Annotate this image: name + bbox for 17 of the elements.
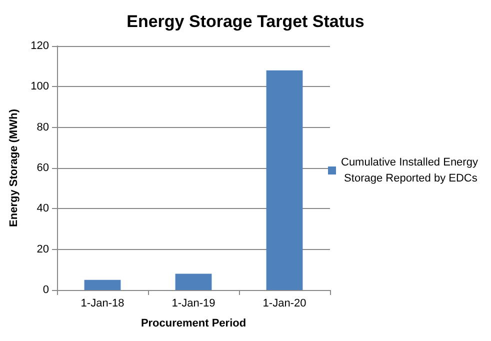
x-tick-label: 1-Jan-19 — [172, 298, 216, 310]
y-tick-label: 40 — [36, 202, 49, 215]
bar — [266, 70, 303, 290]
y-tick-label: 60 — [36, 162, 49, 174]
y-tick-label: 20 — [36, 243, 49, 256]
legend-label: Cumulative Installed Energy Storage Reported by EDCs — [341, 156, 478, 184]
chart-title: Energy Storage Target Status — [126, 12, 364, 31]
y-tick-label: 100 — [30, 80, 49, 93]
x-tick-label: 1-Jan-20 — [262, 298, 306, 310]
x-axis-title: Procurement Period — [140, 318, 246, 330]
y-tick-label: 120 — [30, 40, 49, 52]
y-tick-label: 0 — [42, 284, 49, 296]
y-axis-title: Energy Storage (MWh) — [8, 108, 20, 227]
x-tick-label: 1-Jan-18 — [80, 298, 124, 310]
y-tick-label: 80 — [36, 121, 49, 134]
bar — [84, 280, 121, 290]
bar — [175, 274, 212, 290]
